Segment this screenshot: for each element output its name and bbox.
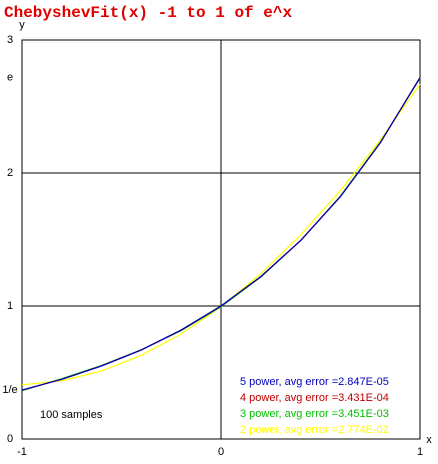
y-axis-label: y — [19, 19, 25, 31]
y-tick-label: 0 — [7, 433, 13, 445]
legend-entry: 2 power, avg error =2.774E-02 — [240, 424, 389, 436]
series-line — [21, 77, 421, 391]
x-tick-label: 0 — [218, 446, 224, 458]
legend-entry: 4 power, avg error =3.431E-04 — [240, 392, 389, 404]
y-tick-label: 1 — [7, 300, 13, 312]
chart-title: ChebyshevFit(x) -1 to 1 of e^x — [4, 4, 292, 22]
legend-entry: 5 power, avg error =2.847E-05 — [240, 376, 389, 388]
x-axis-label: x — [426, 434, 432, 446]
x-tick-label: -1 — [17, 446, 27, 458]
x-tick-label: 1 — [417, 446, 423, 458]
y-tick-label: 2 — [7, 167, 13, 179]
annotation: 100 samples — [40, 409, 103, 421]
y-tick-label: 1/e — [2, 384, 17, 396]
y-tick-label: 3 — [7, 34, 13, 46]
legend-entry: 3 power, avg error =3.451E-03 — [240, 408, 389, 420]
y-tick-label: e — [7, 71, 13, 83]
